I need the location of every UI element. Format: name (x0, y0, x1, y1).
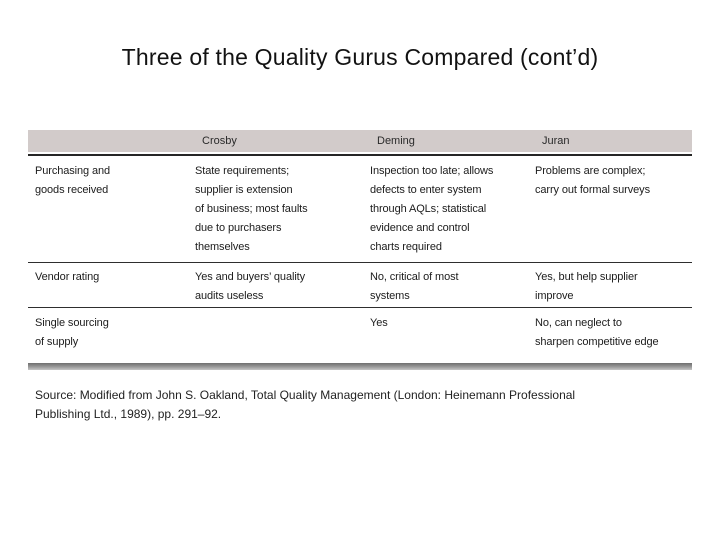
table-header-crosby: Crosby (202, 135, 237, 147)
row-label: Purchasing and goods received (35, 165, 111, 196)
source-citation: Source: Modified from John S. Oakland, T… (35, 388, 576, 421)
row-label: Vendor rating (35, 271, 100, 283)
table-header-rule (28, 154, 692, 156)
table-row: Purchasing and goods received State requ… (28, 156, 692, 263)
cell-deming: Yes (370, 317, 388, 329)
table-header-juran: Juran (542, 135, 570, 147)
table-bottom-rule (28, 363, 692, 370)
cell-crosby: State requirements; supplier is extensio… (195, 165, 308, 253)
row-label: Single sourcing of supply (35, 317, 109, 348)
table-row: Single sourcing of supply Yes No, can ne… (28, 308, 692, 363)
table-row: Vendor rating Yes and buyers’ quality au… (28, 263, 692, 308)
comparison-table: Crosby Deming Juran Purchasing and goods… (28, 130, 692, 370)
cell-juran: No, can neglect to sharpen competitive e… (535, 317, 659, 348)
cell-juran: Yes, but help supplier improve (535, 271, 638, 302)
cell-crosby: Yes and buyers’ quality audits useless (195, 271, 306, 302)
cell-juran: Problems are complex; carry out formal s… (535, 165, 650, 196)
page-title: Three of the Quality Gurus Compared (con… (121, 44, 599, 70)
table-header-deming: Deming (377, 135, 415, 147)
cell-deming: No, critical of most systems (370, 271, 459, 302)
table-header-row: Crosby Deming Juran (28, 130, 692, 152)
cell-deming: Inspection too late; allows defects to e… (370, 165, 494, 253)
cell-crosby (195, 308, 370, 363)
